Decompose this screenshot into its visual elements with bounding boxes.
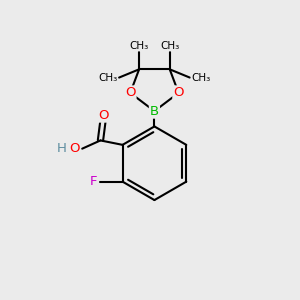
Text: O: O (125, 86, 136, 99)
Text: CH₃: CH₃ (98, 73, 118, 82)
Text: CH₃: CH₃ (191, 73, 211, 82)
Text: CH₃: CH₃ (130, 41, 149, 51)
Text: B: B (150, 105, 159, 118)
Text: F: F (90, 175, 97, 188)
Text: CH₃: CH₃ (160, 41, 179, 51)
Text: O: O (98, 109, 109, 122)
Text: O: O (173, 86, 184, 99)
Text: H: H (57, 142, 67, 155)
Text: O: O (69, 142, 80, 155)
